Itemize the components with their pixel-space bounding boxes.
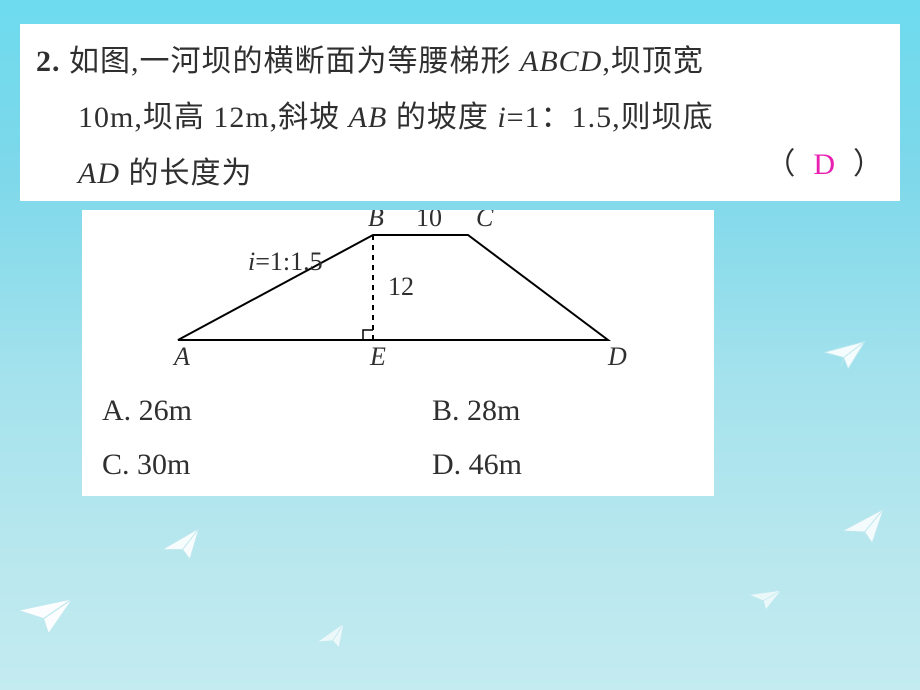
answer-letter: D	[813, 148, 836, 181]
paren-left: （	[765, 148, 796, 181]
choices-col-1: A. 26m C. 30m	[102, 384, 192, 492]
svg-text:10: 10	[416, 210, 442, 232]
q1-pre: 如图,一河坝的横断面为等腰梯形	[69, 45, 520, 78]
svg-text:B: B	[368, 210, 384, 232]
paper-plane-icon	[12, 589, 75, 640]
q1-post: ,坝顶宽	[602, 45, 704, 78]
svg-text:D: D	[607, 342, 627, 371]
q3-post: 的长度为	[120, 157, 253, 190]
paper-plane-icon	[821, 336, 867, 372]
svg-text:12: 12	[388, 272, 414, 301]
svg-text:i=1:1.5: i=1:1.5	[248, 247, 323, 276]
trapezoid-diagram: A E D B C 10 12 i=1:1.5	[82, 210, 714, 385]
paper-plane-icon	[313, 621, 352, 654]
question-line-1: 2. 如图,一河坝的横断面为等腰梯形 ABCD,坝顶宽	[36, 34, 894, 90]
q2-mid: 的坡度	[387, 101, 497, 134]
svg-text:E: E	[369, 342, 386, 371]
choice-b: B. 28m	[432, 384, 522, 438]
svg-text:A: A	[172, 342, 190, 371]
question-text-box: 2. 如图,一河坝的横断面为等腰梯形 ABCD,坝顶宽 10m,坝高 12m,斜…	[20, 24, 900, 201]
q2-var: AB	[349, 101, 388, 134]
answer-paren: （ D ）	[765, 137, 884, 193]
q3-var: AD	[78, 157, 120, 190]
figure-and-choices-box: A E D B C 10 12 i=1:1.5 A. 26m C. 30m B. 28m D.…	[82, 210, 714, 496]
choices-col-2: B. 28m D. 46m	[432, 384, 522, 492]
question-number: 2.	[36, 45, 61, 78]
slide-background: 2. 如图,一河坝的横断面为等腰梯形 ABCD,坝顶宽 10m,坝高 12m,斜…	[0, 0, 920, 690]
paren-right: ）	[853, 148, 884, 181]
choice-a: A. 26m	[102, 384, 192, 438]
q2-post: =1：1.5,则坝底	[507, 101, 714, 134]
q1-var: ABCD	[520, 45, 602, 78]
svg-text:C: C	[476, 210, 494, 232]
choice-d: D. 46m	[432, 438, 522, 492]
q2-pre: 10m,坝高 12m,斜坡	[78, 101, 349, 134]
q2-ivar: i	[497, 101, 506, 134]
choice-c: C. 30m	[102, 438, 192, 492]
paper-plane-icon	[745, 582, 783, 614]
paper-plane-icon	[838, 507, 891, 549]
paper-plane-icon	[158, 526, 206, 565]
